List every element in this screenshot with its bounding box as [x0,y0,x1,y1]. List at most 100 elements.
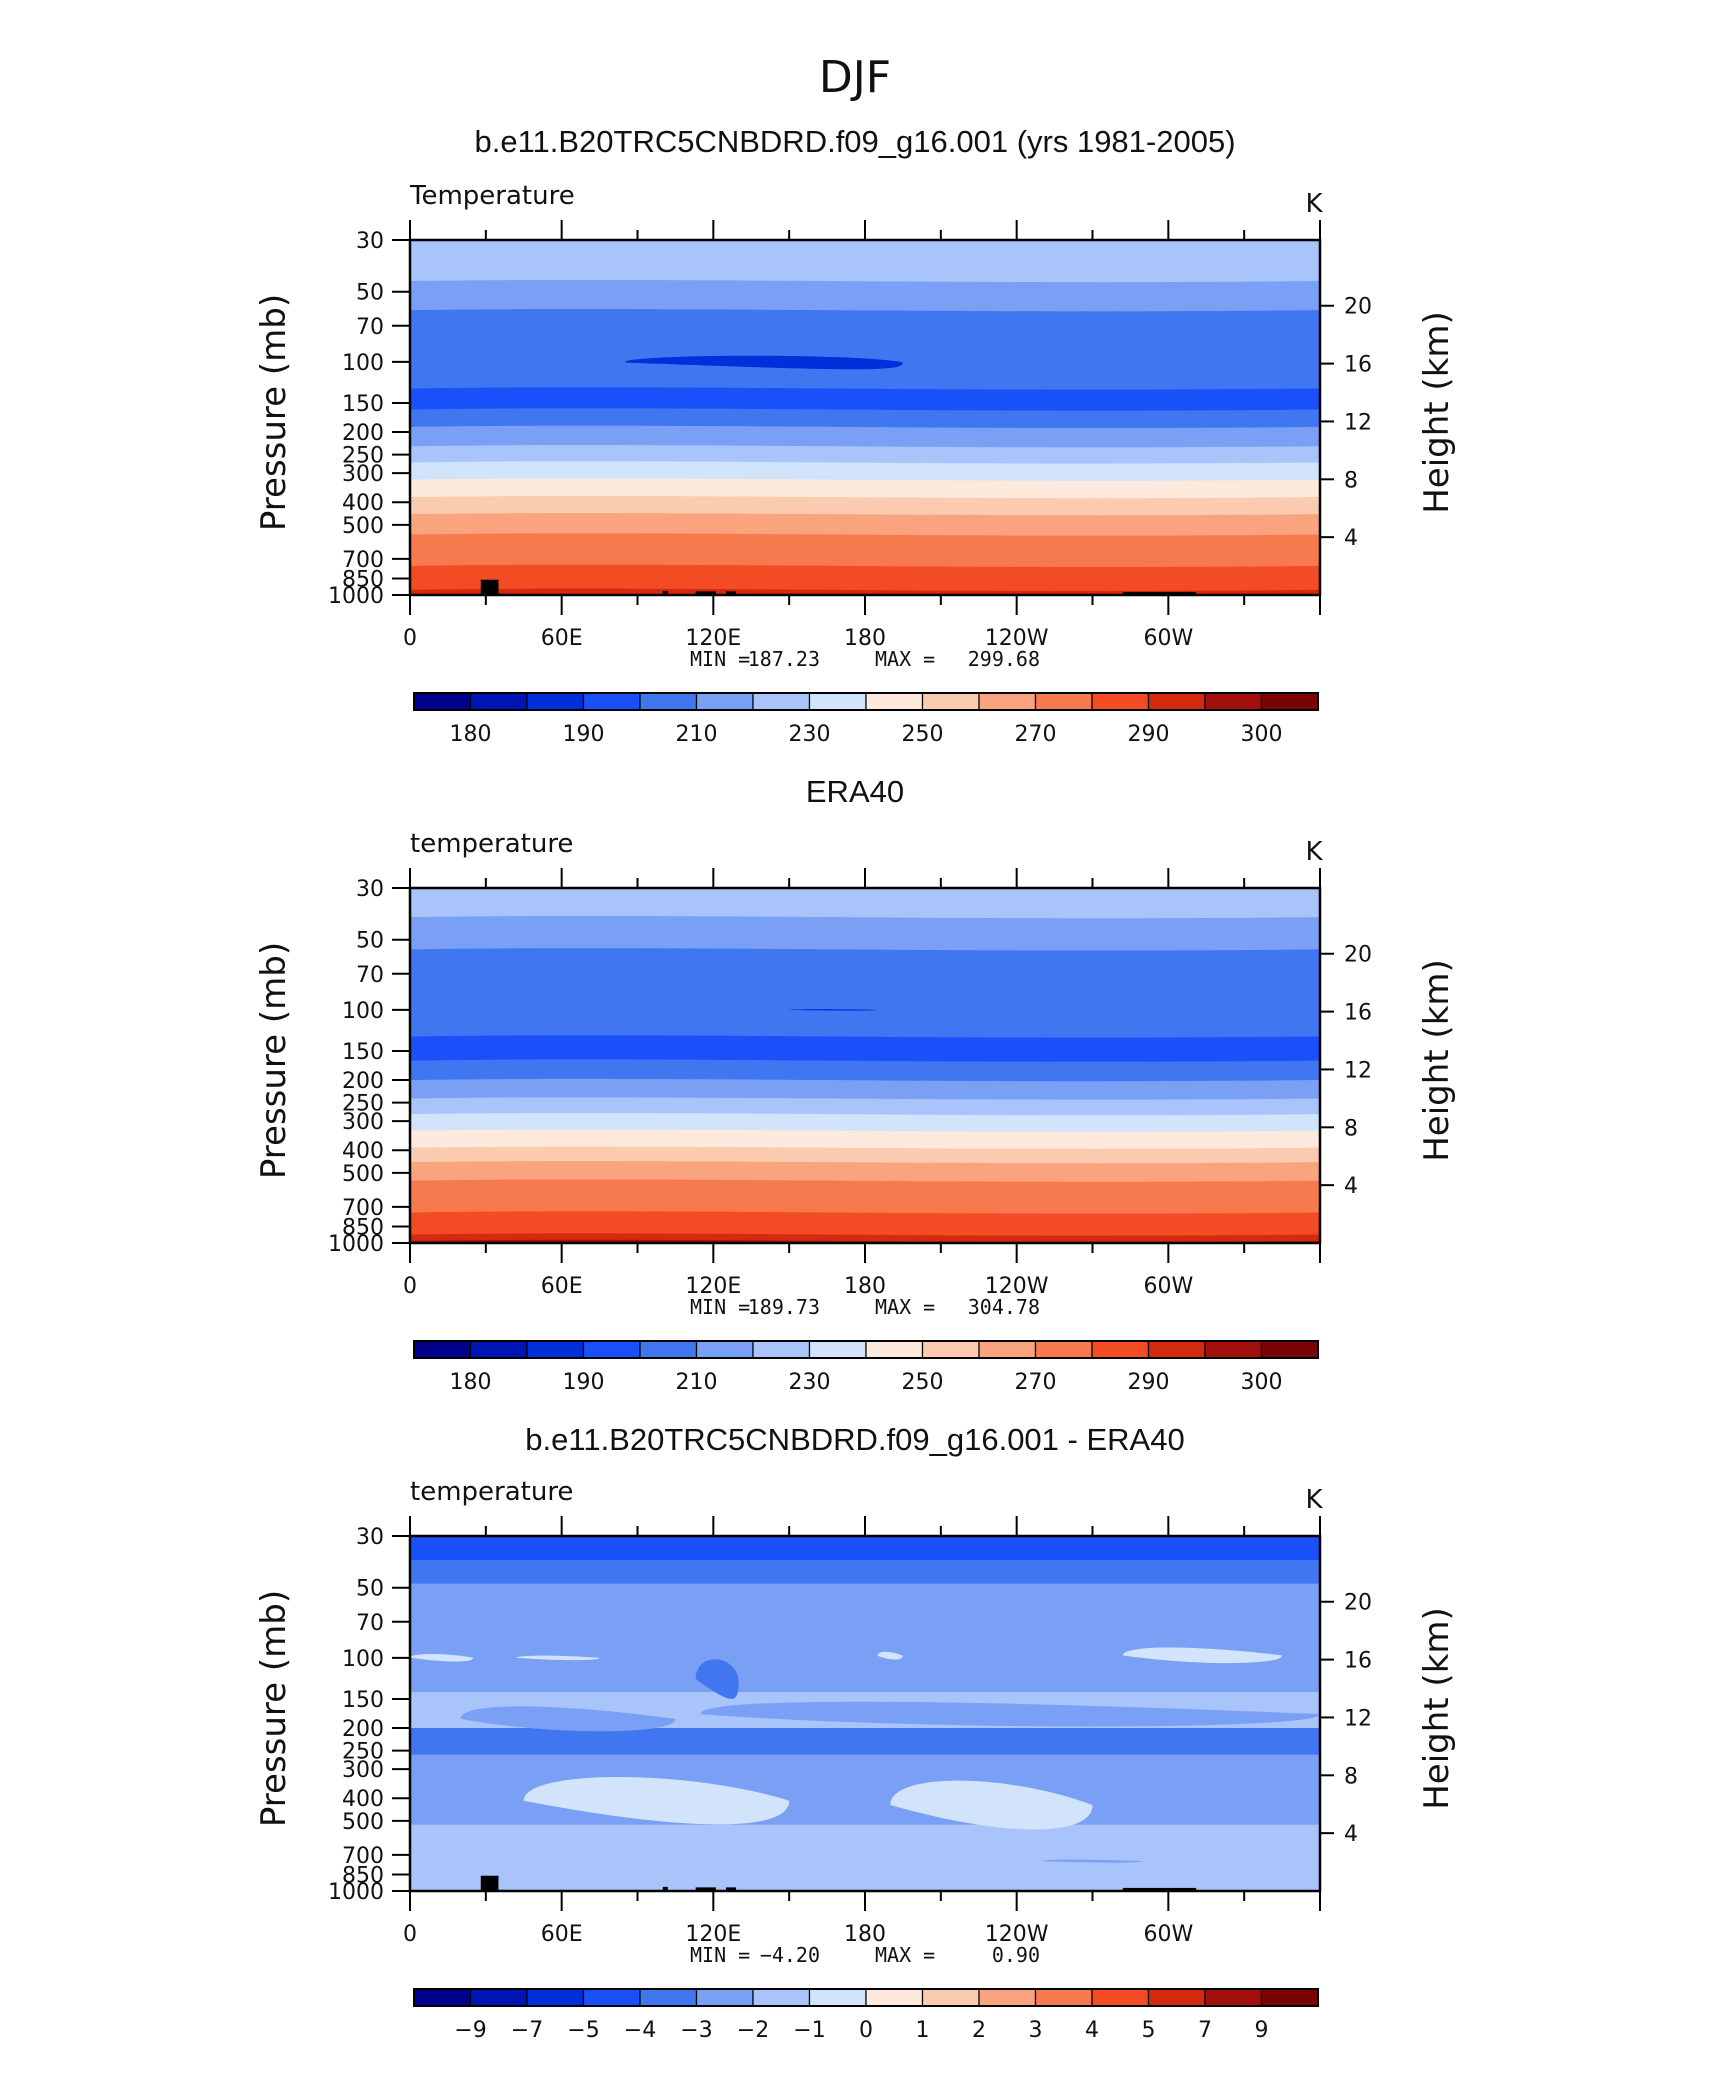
contour-band [410,915,1320,952]
panel-title: b.e11.B20TRC5CNBDRD.f09_g16.001 (yrs 198… [474,124,1235,159]
contour-patch [1041,1859,1144,1863]
right-axis-title: Height (km) [1417,959,1457,1162]
y-tick-label: 30 [356,1525,384,1550]
y-tick-label: 200 [342,421,384,446]
y-tick-label: 400 [342,1787,384,1812]
x-tick-label: 120W [985,1922,1049,1947]
right-axis-title: Height (km) [1417,311,1457,514]
colorbar-label: 7 [1198,2018,1212,2043]
colorbar-box [1260,692,1319,711]
y-axis-title: Pressure (mb) [254,1590,294,1827]
colorbar-box [469,1988,528,2007]
colorbar-label: −1 [793,2018,825,2043]
colorbar-label: 300 [1241,722,1283,747]
height-tick-label: 12 [1344,1058,1372,1083]
topography-block [725,1887,737,1891]
contour-band [410,1847,1320,1891]
contour-band [410,425,1320,449]
panel-title: ERA40 [806,774,904,809]
y-tick-label: 700 [342,548,384,573]
colorbar-box [808,692,867,711]
stat-max-label: MAX = [875,647,935,671]
height-tick-label: 8 [1344,1116,1358,1141]
stat-min-value: −4.20 [760,1943,820,1967]
topography-block [480,1875,499,1891]
colorbar-box [1204,1988,1263,2007]
contour-band [410,408,1320,429]
y-axis-title: Pressure (mb) [254,942,294,1179]
contour-band [410,1059,1320,1083]
contour-band [410,1035,1320,1063]
colorbar-box [865,692,924,711]
colorbar-box [469,1340,528,1359]
contour-band [410,577,1320,592]
colorbar-label: 300 [1241,1370,1283,1395]
y-tick-label: 100 [342,999,384,1024]
colorbar-label: 5 [1142,2018,1156,2043]
topography-block [725,591,737,595]
colorbar-box [1260,1340,1319,1359]
contour-band [410,550,1320,568]
y-tick-label: 150 [342,392,384,417]
colorbar: −9 −7 −5 −4 −3 −2 −1 0 1 2 3 4 5 7 9 [413,1988,1319,2043]
stat-min-label: MIN = [690,647,750,671]
y-tick-label: 300 [342,462,384,487]
contour-band [410,1559,1320,1586]
x-tick-label: 60E [541,1922,583,1947]
colorbar-label: 290 [1128,722,1170,747]
colorbar-box [1034,1988,1093,2007]
y-tick-label: 1000 [328,1232,384,1257]
topography-block [695,1887,716,1891]
colorbar-box [413,1988,472,2007]
colorbar-label: 230 [789,1370,831,1395]
y-tick-label: 70 [356,315,384,340]
x-tick-label: 60W [1143,1274,1193,1299]
colorbar-box [1147,1340,1206,1359]
y-tick-label: 850 [342,568,384,593]
contour-band [410,1196,1320,1215]
colorbar-label: −4 [624,2018,656,2043]
height-tick-label: 20 [1344,943,1372,968]
colorbar-label: 2 [972,2018,986,2043]
y-tick-label: 250 [342,444,384,469]
colorbar-box [1091,1988,1150,2007]
colorbar-box [526,1340,585,1359]
contour-patch [890,1780,1093,1830]
colorbar-box [865,1340,924,1359]
contour-band [410,461,1320,482]
contour-band [410,948,1320,1039]
colorbar-box [1091,1340,1150,1359]
colorbar-box [921,1988,980,2007]
contour-field [410,1536,1320,1891]
contour-band [410,478,1320,500]
y-axis-title: Pressure (mb) [254,294,294,531]
y-tick-label: 1000 [328,1880,384,1905]
contour-band [410,564,1320,581]
y-tick-label: 400 [342,491,384,516]
height-tick-label: 4 [1344,1174,1358,1199]
colorbar-box [582,1988,641,2007]
x-tick-label: 120E [685,1922,741,1947]
colorbar: 180 190 210 230 250 270 290 300 [413,1340,1319,1395]
colorbar-label: 190 [563,722,605,747]
colorbar-box [1147,1988,1206,2007]
stat-min-value: 187.23 [748,647,820,671]
colorbar-box [1204,692,1263,711]
colorbar-box [1091,692,1150,711]
contour-band [410,888,1320,920]
contour-patch [789,1009,878,1011]
contour-patch [516,1655,600,1661]
contour-band [410,1078,1320,1101]
y-tick-label: 200 [342,1717,384,1742]
x-tick-label: 120E [685,626,741,651]
y-tick-label: 300 [342,1758,384,1783]
y-tick-label: 500 [342,1162,384,1187]
contour-band [410,1536,1320,1562]
y-tick-label: 50 [356,1577,384,1602]
y-tick-label: 100 [342,1647,384,1672]
contour-band [410,387,1320,412]
right-axis-title: Height (km) [1417,1607,1457,1810]
x-tick-label: 120W [985,626,1049,651]
x-tick-label: 180 [844,626,886,651]
